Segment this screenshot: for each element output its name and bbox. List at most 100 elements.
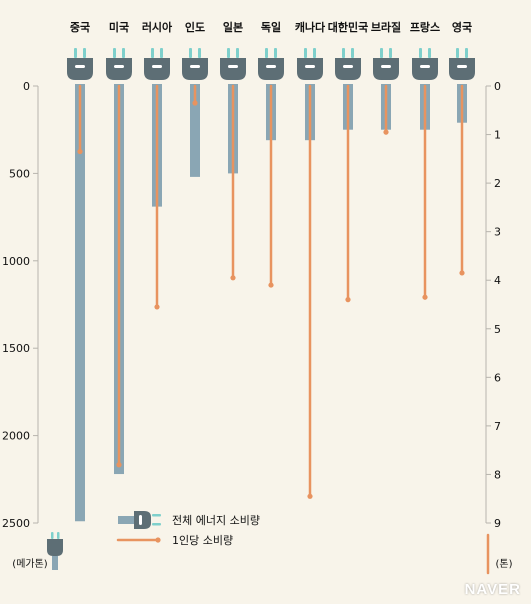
plug-3-slot <box>190 65 200 68</box>
per-capita-point <box>383 129 389 135</box>
legend-label-total: 전체 에너지 소비량 <box>172 514 260 527</box>
right-tick-label: 8 <box>494 468 501 481</box>
plug-8-prong <box>380 48 383 58</box>
plug-1-plug <box>106 58 132 80</box>
per-capita-point <box>77 148 83 155</box>
per-capita-point <box>116 462 122 468</box>
unit-plug-prong <box>57 532 60 539</box>
unit-plug-icon <box>47 539 63 556</box>
plug-10-prong <box>456 48 459 58</box>
plug-5-slot <box>266 65 276 68</box>
category-label: 인도 <box>185 20 205 34</box>
plug-10-prong <box>465 48 468 58</box>
plug-2-plug <box>144 58 170 80</box>
plug-9-prong <box>419 48 422 58</box>
right-tick-label: 9 <box>494 517 501 530</box>
legend-label-per-capita: 1인당 소비량 <box>172 534 233 547</box>
right-tick-label: 0 <box>494 80 501 93</box>
category-label: 브라질 <box>371 20 401 34</box>
category-label: 중국 <box>70 21 90 34</box>
category-label: 영국 <box>452 21 472 34</box>
plug-3-prong <box>198 48 201 58</box>
plug-4-prong <box>227 48 230 58</box>
plug-0-prong <box>83 48 86 58</box>
right-tick-label: 4 <box>494 274 501 287</box>
per-capita-point <box>268 282 274 288</box>
category-label: 러시아 <box>142 20 173 34</box>
plug-8-slot <box>381 65 391 68</box>
per-capita-point <box>422 294 428 300</box>
per-capita-point <box>154 304 160 310</box>
plug-3-prong <box>189 48 192 58</box>
plug-0-plug <box>67 58 93 80</box>
legend-line-point <box>155 537 161 543</box>
plug-1-slot <box>114 65 124 68</box>
plug-5-plug <box>258 58 284 80</box>
category-label: 미국 <box>109 20 129 34</box>
plug-6-plug <box>297 58 323 80</box>
plug-10-slot <box>457 65 467 68</box>
right-tick-label: 1 <box>494 129 501 142</box>
left-tick-label: 1500 <box>2 342 30 355</box>
category-label: 독일 <box>261 20 281 34</box>
plug-7-plug <box>335 58 361 80</box>
plug-1-prong <box>113 48 116 58</box>
plug-7-slot <box>343 65 353 68</box>
plug-0-slot <box>75 65 85 68</box>
plug-6-slot <box>305 65 315 68</box>
plug-4-plug <box>220 58 246 80</box>
right-tick-label: 7 <box>494 420 501 433</box>
right-axis-unit: (톤) <box>495 558 512 570</box>
legend-plug-prong <box>152 523 161 526</box>
plug-7-prong <box>342 48 345 58</box>
plug-7-prong <box>351 48 354 58</box>
category-label: 프랑스 <box>410 21 440 34</box>
plug-3-plug <box>182 58 208 80</box>
unit-plug-prong <box>51 532 54 539</box>
plug-4-slot <box>228 65 238 68</box>
legend-bar-cord <box>118 516 136 524</box>
category-label: 일본 <box>223 20 243 34</box>
left-tick-label: 2500 <box>2 517 30 530</box>
plug-9-plug <box>412 58 438 80</box>
left-axis-unit: (메가톤) <box>12 558 48 570</box>
left-tick-label: 2000 <box>2 430 30 443</box>
category-label: 대한민국 <box>328 20 368 34</box>
per-capita-point <box>345 297 351 303</box>
category-label: 캐나다 <box>295 20 326 34</box>
total-energy-bar <box>190 84 200 177</box>
left-tick-label: 0 <box>23 80 30 93</box>
plug-2-prong <box>160 48 163 58</box>
plug-2-prong <box>151 48 154 58</box>
plug-9-slot <box>420 65 430 68</box>
left-tick-label: 500 <box>9 167 30 180</box>
plug-5-prong <box>274 48 277 58</box>
legend-plug-slot <box>139 515 142 525</box>
per-capita-point <box>230 275 236 281</box>
plug-2-slot <box>152 65 162 68</box>
plug-0-prong <box>74 48 77 58</box>
right-tick-label: 3 <box>494 226 501 239</box>
plug-8-prong <box>389 48 392 58</box>
per-capita-point <box>192 100 198 106</box>
per-capita-point <box>307 493 313 499</box>
right-tick-label: 5 <box>494 323 501 336</box>
total-energy-bar <box>75 84 85 522</box>
legend-plug-icon <box>134 511 151 529</box>
plug-6-prong <box>313 48 316 58</box>
legend-plug-prong <box>152 514 161 517</box>
plug-4-prong <box>236 48 239 58</box>
plug-6-prong <box>304 48 307 58</box>
plug-5-prong <box>265 48 268 58</box>
unit-plug-cord <box>52 556 58 570</box>
right-tick-label: 6 <box>494 371 501 384</box>
right-tick-label: 2 <box>494 177 501 190</box>
plug-8-plug <box>373 58 399 80</box>
plug-10-plug <box>449 58 475 80</box>
per-capita-point <box>459 270 465 276</box>
plug-1-prong <box>122 48 125 58</box>
left-tick-label: 1000 <box>2 255 30 268</box>
naver-watermark: NAVER <box>464 581 521 598</box>
plug-9-prong <box>428 48 431 58</box>
